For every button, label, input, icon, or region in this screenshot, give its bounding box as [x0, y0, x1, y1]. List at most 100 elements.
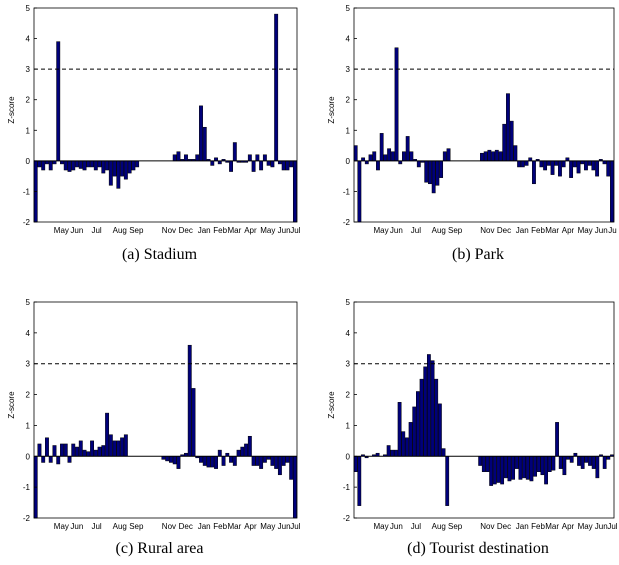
x-tick-label: Dec: [497, 522, 511, 531]
bar: [214, 456, 218, 469]
bar: [112, 160, 117, 177]
bar: [540, 456, 545, 476]
plot-frame: [33, 301, 298, 519]
bar: [409, 151, 414, 162]
bar: [266, 160, 271, 166]
bar: [131, 160, 136, 171]
bar: [514, 456, 519, 469]
bar: [554, 160, 559, 166]
x-tick-label: Jun: [390, 226, 403, 235]
bar: [120, 437, 125, 457]
panel-caption: (c) Rural area: [116, 540, 204, 557]
x-tick-label: Jan: [198, 522, 211, 531]
bar: [199, 105, 203, 162]
x-tick-label: Sep: [448, 226, 463, 235]
bar: [524, 160, 529, 166]
bar: [191, 388, 196, 457]
bar: [93, 449, 98, 457]
x-tick-label: Jul: [607, 522, 617, 531]
bar: [431, 160, 436, 194]
y-tick-label: -2: [23, 218, 31, 227]
y-tick-label: 2: [346, 391, 351, 400]
bar: [353, 145, 358, 162]
bar: [481, 456, 486, 472]
bar: [169, 456, 173, 463]
x-tick-label: Aug: [432, 226, 446, 235]
x-tick-label: Apr: [562, 522, 575, 531]
bar: [82, 449, 87, 457]
bar: [82, 160, 87, 171]
x-tick-label: May: [54, 522, 69, 531]
bar: [401, 431, 406, 457]
y-tick-label: 1: [26, 126, 31, 135]
x-tick-label: Mar: [545, 522, 559, 531]
y-tick-label: 0: [26, 452, 31, 461]
bar: [520, 160, 525, 168]
bar: [71, 160, 76, 171]
bar: [78, 440, 83, 457]
bar: [56, 41, 61, 162]
bar: [86, 160, 91, 168]
bar: [518, 456, 523, 480]
x-tick-label: Aug: [113, 522, 127, 531]
bar: [116, 440, 121, 457]
bar: [93, 160, 98, 171]
x-tick-label: Jul: [290, 226, 300, 235]
bar: [562, 456, 567, 476]
y-tick-label: -1: [23, 187, 31, 196]
bar: [445, 456, 450, 506]
bar: [135, 160, 140, 168]
bar: [547, 456, 552, 472]
bar: [247, 435, 252, 457]
bar: [489, 456, 494, 486]
bar: [101, 445, 106, 457]
bar: [274, 456, 279, 469]
bar: [97, 446, 102, 457]
bar: [507, 456, 512, 482]
y-tick-label: 3: [26, 65, 31, 74]
bar: [584, 160, 588, 171]
bar: [550, 160, 555, 175]
bar: [606, 160, 611, 177]
x-tick-label: Nov: [162, 522, 176, 531]
x-tick-label: Nov: [162, 226, 176, 235]
x-tick-label: Jul: [290, 522, 300, 531]
bar: [442, 151, 447, 162]
bar: [206, 456, 211, 468]
y-tick-label: 0: [346, 157, 351, 166]
y-tick-label: 5: [26, 298, 31, 307]
bar: [78, 160, 83, 169]
bar: [75, 446, 79, 457]
bar: [483, 151, 488, 162]
bar: [405, 136, 410, 162]
x-tick-label: Dec: [179, 522, 193, 531]
x-tick-label: Jun: [278, 522, 291, 531]
bar: [101, 160, 106, 174]
bar: [434, 378, 439, 457]
y-tick-label: 2: [346, 96, 351, 105]
x-tick-label: Jul: [411, 522, 421, 531]
bar: [262, 456, 267, 463]
x-tick-label: Jun: [390, 522, 403, 531]
bar: [176, 151, 181, 162]
bar: [240, 446, 245, 457]
bar: [513, 145, 518, 162]
bar: [387, 148, 392, 162]
plot-frame: [353, 301, 615, 519]
x-tick-label: Jun: [70, 226, 83, 235]
bar: [251, 160, 256, 172]
x-tick-label: Sep: [129, 522, 144, 531]
bar: [544, 456, 548, 485]
x-tick-label: Jul: [91, 226, 101, 235]
bar: [610, 160, 614, 223]
bar: [184, 154, 188, 162]
x-tick-label: Jun: [278, 226, 291, 235]
bar: [580, 456, 585, 469]
bar: [487, 149, 492, 162]
bar: [187, 344, 192, 457]
y-axis-label: Z-score: [7, 96, 16, 124]
bar: [416, 391, 420, 457]
bar: [577, 456, 581, 466]
bar: [397, 402, 402, 457]
bar: [270, 160, 275, 168]
